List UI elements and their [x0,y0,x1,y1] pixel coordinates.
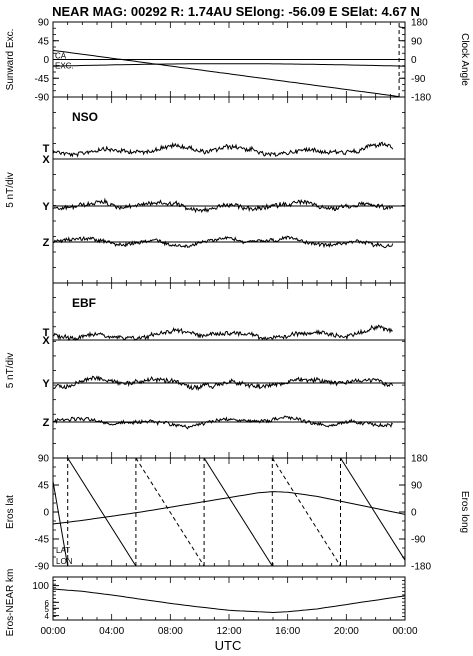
eros-longitude-segment [135,457,205,567]
eros-longitude-lead [52,481,69,567]
panel-frame-2 [52,96,406,284]
panel-frame-5 [52,576,406,621]
annotation-exc: EXC. [55,62,74,71]
nso-trace-t [52,141,394,158]
annotation-lat: LAT [56,546,70,555]
clock-angle-tail [399,26,406,29]
y-tick-label-left: 45 [38,481,50,492]
x-tick-label: 20:00 [334,626,359,637]
panel-frame-4 [52,457,406,567]
y-tick-label-right: 90 [411,36,423,47]
nso-trace-y [52,235,394,249]
y-tick-label-left: 0 [43,55,49,66]
ebf-trace-x [52,375,394,392]
y-tick-label-left: -90 [35,562,50,573]
annotation-ca: CA [55,52,67,61]
y-tick-label-left: 0 [43,508,49,519]
nso-y-label: 5 nT/div [5,172,16,208]
annotation-lon: LON [56,557,73,566]
y-tick-label-left: -45 [35,74,50,85]
y-label-sunward: Sunward Exc. [5,29,16,91]
y-tick-label-left: 90 [38,18,50,29]
labels-layer: 00:00 04:00 08:00 12:00 16:00 20:00 00:00 90 45 0… [5,18,470,638]
y-tick-label-right: -90 [411,74,426,85]
nso-trace-label-z: Z [43,237,50,249]
y-label-eros-long: Eros long [459,491,470,533]
y-tick-label-range: 100 [32,581,49,592]
y-tick-label-right: 180 [411,454,428,465]
y-tick-label-right: -90 [411,535,426,546]
panel-frame-3 [52,282,406,459]
x-tick-label: 00:00 [40,626,65,637]
y-tick-label-right: -180 [411,562,431,573]
eros-longitude-segment [271,457,341,567]
y-tick-label-right: 180 [411,18,428,29]
x-tick-label: 12:00 [216,626,241,637]
nso-panel-label: NSO [72,110,98,124]
y-tick-label-left: 90 [38,454,50,465]
ebf-trace-label-z: Z [43,417,50,429]
nso-trace-label-y: Y [42,201,50,213]
axes-layer [52,21,406,621]
eros-longitude-segment [67,457,137,567]
y-tick-label-right: 0 [411,55,417,66]
y-tick-label-left: -45 [35,535,50,546]
y-tick-label-range: 5 [45,605,50,614]
eros-near-range-line [52,588,406,614]
ebf-trace-t [52,324,393,342]
y-tick-label-left: 45 [38,36,50,47]
y-tick-label-right: 0 [411,508,417,519]
figure-title: NEAR MAG: 00292 R: 1.74AU SElong: -56.09… [52,4,420,19]
y-tick-label-right: -180 [411,93,431,104]
ebf-trace-label-t: T [43,327,50,339]
nso-trace-label-t: T [43,143,50,155]
y-tick-label-range: 4 [45,612,50,621]
x-axis-label: UTC [215,638,242,653]
clock-angle-line [52,49,400,97]
y-tick-label-right: 90 [411,481,423,492]
ebf-panel-label: EBF [72,296,96,310]
x-tick-label: 08:00 [158,626,183,637]
nso-trace-x [52,197,394,214]
x-tick-label: 04:00 [99,626,124,637]
eros-longitude-segment [203,457,273,567]
nso-trace-label-x: X [42,154,50,166]
ebf-trace-label-y: Y [42,378,50,390]
x-tick-label: 16:00 [275,626,300,637]
ebf-trace-y [52,415,394,430]
sunward-excursion-line [52,63,406,67]
ebf-trace-label-x: X [42,335,50,347]
y-tick-label-left: -90 [35,93,50,104]
x-tick-label: 00:00 [392,626,417,637]
data-layer [52,22,406,614]
ebf-y-label: 5 nT/div [5,353,16,389]
y-tick-label-range: 6 [45,599,50,608]
y-label-clock: Clock Angle [459,33,470,86]
eros-longitude-segment [340,457,406,561]
y-label-eros-lat: Eros lat [5,495,16,529]
y-label-eros-near: Eros-NEAR km [5,569,16,637]
